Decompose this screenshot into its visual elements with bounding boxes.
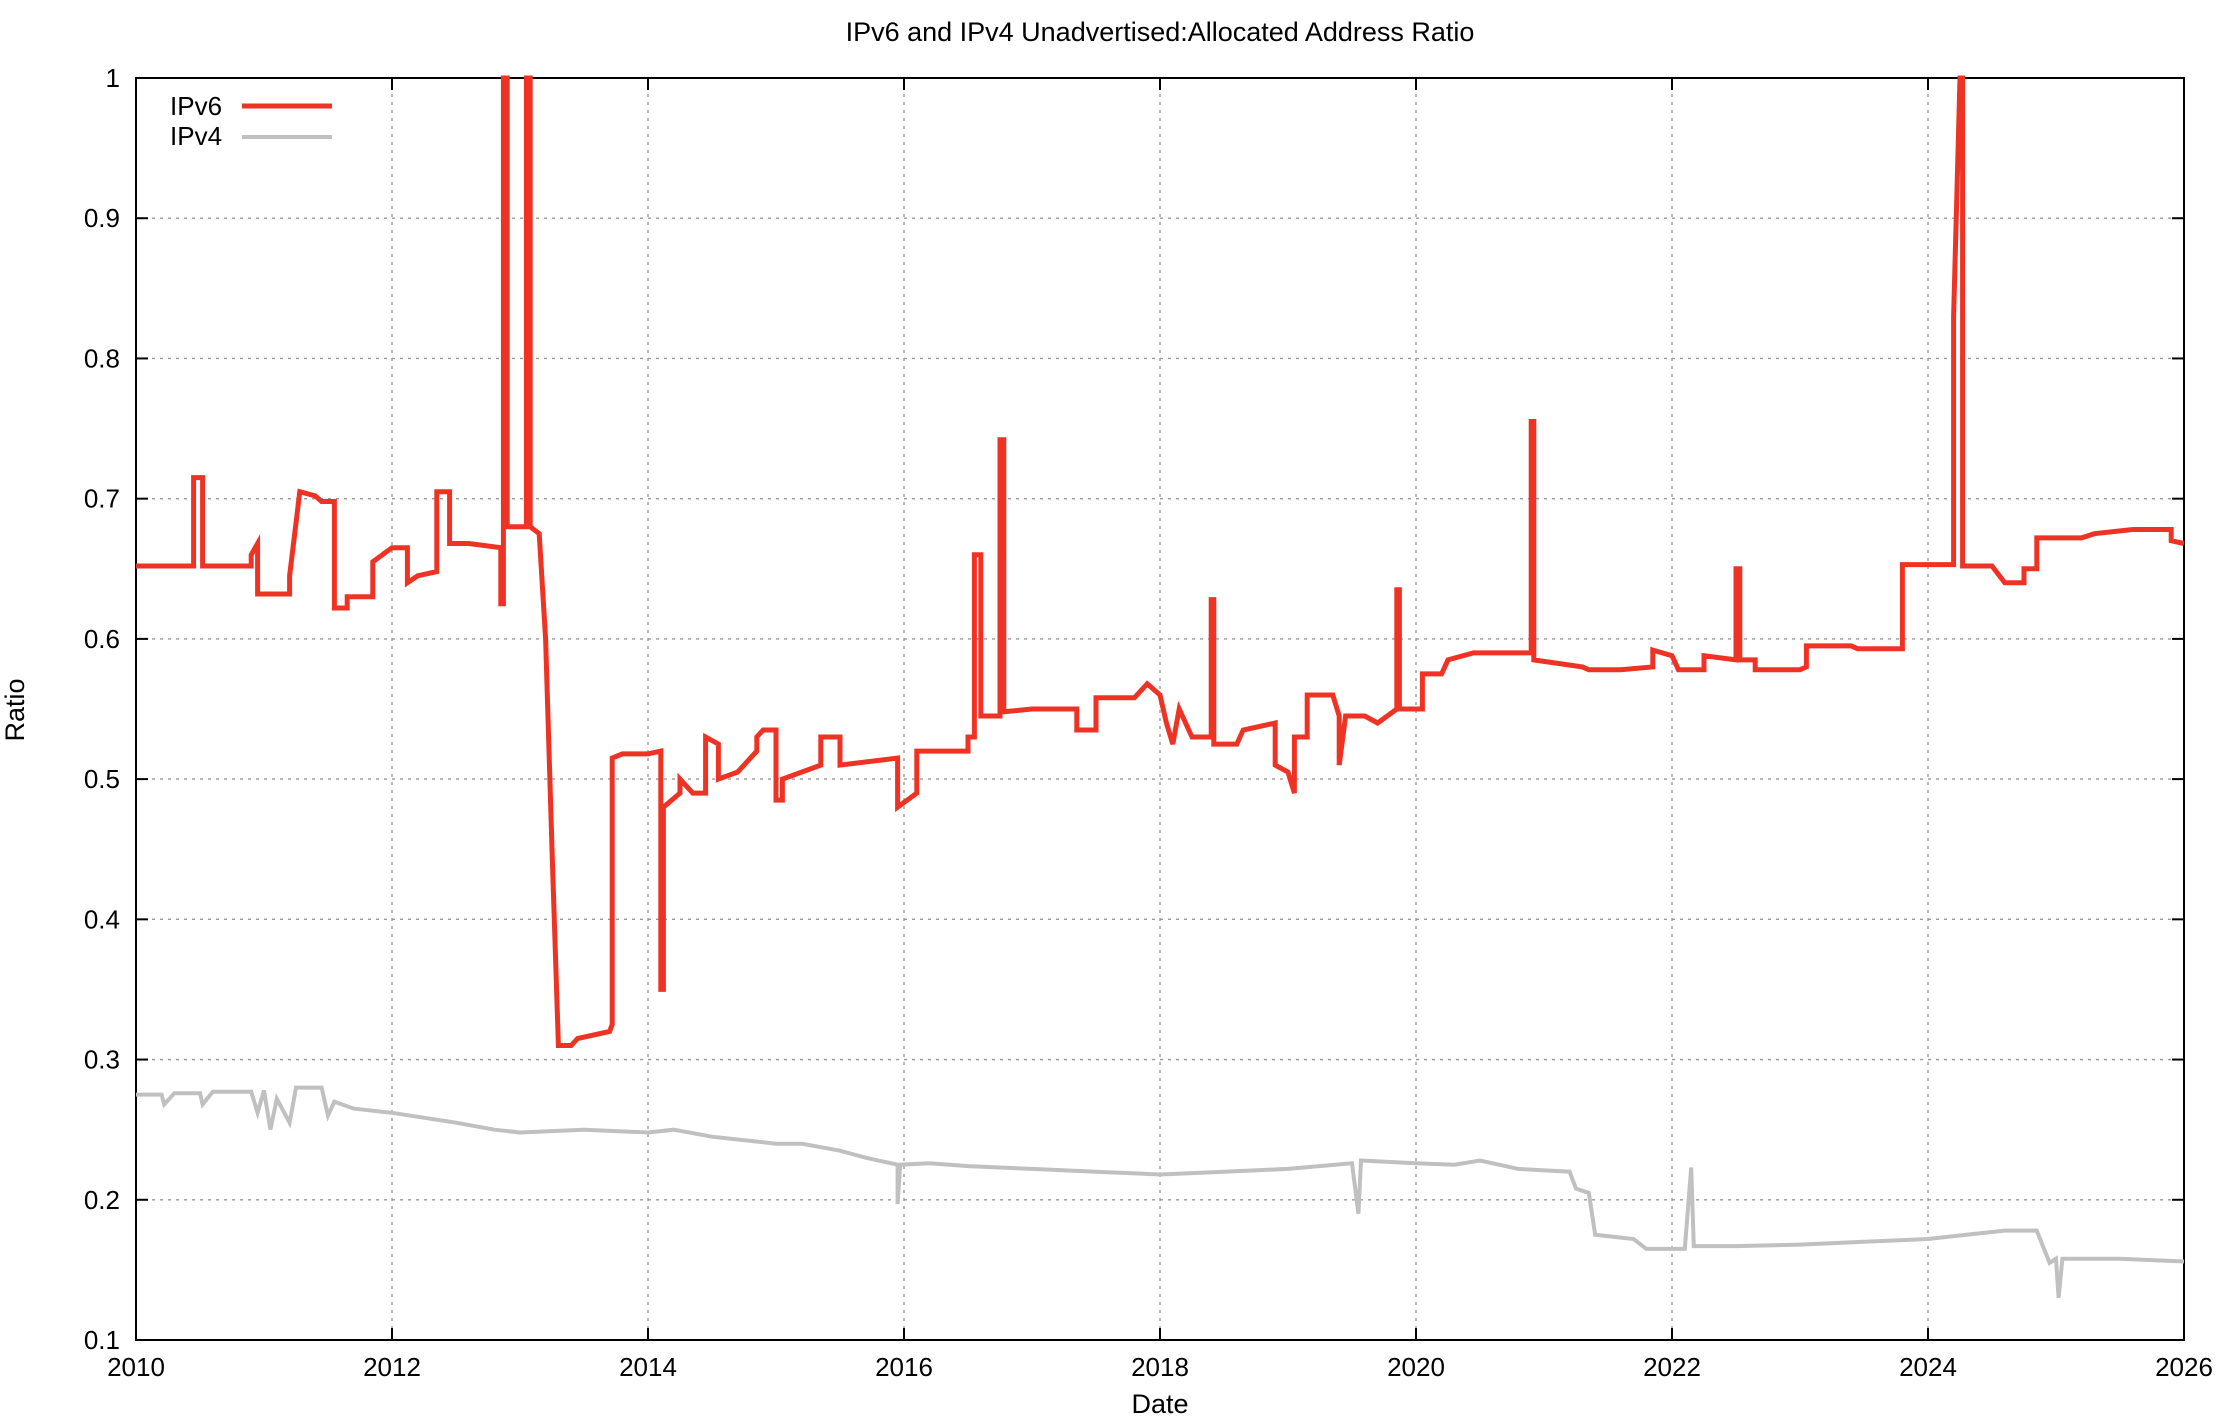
x-tick-label: 2026 — [2155, 1352, 2213, 1382]
y-tick-label: 0.2 — [84, 1185, 120, 1215]
y-tick-label: 1 — [106, 63, 120, 93]
y-tick-label: 0.5 — [84, 764, 120, 794]
x-tick-label: 2012 — [363, 1352, 421, 1382]
series-line-ipv6 — [136, 75, 2185, 1048]
series-line-ipv4 — [136, 1085, 2185, 1299]
y-tick-label: 0.1 — [84, 1325, 120, 1355]
x-tick-label: 2010 — [107, 1352, 165, 1382]
y-tick-label: 0.8 — [84, 343, 120, 373]
grid-lines — [136, 78, 2184, 1340]
legend-label-ipv4: IPv4 — [170, 121, 222, 151]
y-tick-label: 0.6 — [84, 624, 120, 654]
legend: IPv6 IPv4 — [170, 91, 332, 151]
x-tick-label: 2018 — [1131, 1352, 1189, 1382]
y-tick-label: 0.4 — [84, 904, 120, 934]
x-tick-label: 2020 — [1387, 1352, 1445, 1382]
y-axis-label: Ratio — [0, 678, 30, 741]
legend-label-ipv6: IPv6 — [170, 91, 222, 121]
x-axis-label: Date — [1131, 1389, 1188, 1419]
axis-ticks: 2010 2012 2014 2016 2018 2020 2022 2024 2026 0.1 0… — [84, 63, 2213, 1382]
x-tick-label: 2014 — [619, 1352, 677, 1382]
x-tick-label: 2024 — [1899, 1352, 1957, 1382]
chart-title: IPv6 and IPv4 Unadvertised:Allocated Add… — [846, 17, 1475, 47]
series-lines — [136, 75, 2185, 1299]
y-tick-label: 0.7 — [84, 484, 120, 514]
y-tick-label: 0.3 — [84, 1045, 120, 1075]
y-tick-label: 0.9 — [84, 203, 120, 233]
x-tick-label: 2016 — [875, 1352, 933, 1382]
x-tick-label: 2022 — [1643, 1352, 1701, 1382]
